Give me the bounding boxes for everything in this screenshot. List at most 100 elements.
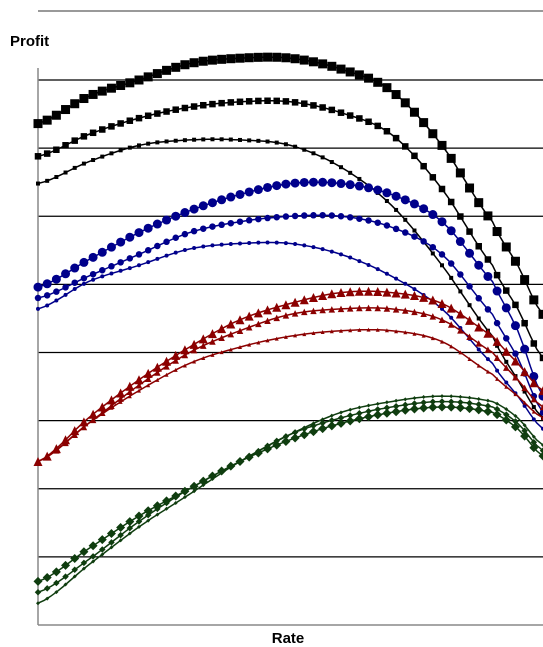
data-point [245,98,253,105]
data-point [308,177,318,187]
data-point [495,368,500,373]
data-point [364,183,374,193]
data-point [163,363,170,370]
data-point [394,398,399,403]
series-black-3 [36,137,543,420]
data-point [118,399,123,404]
data-point [143,72,153,82]
data-point [538,451,543,461]
data-point [255,215,262,223]
data-point [70,99,80,109]
data-point [438,251,446,258]
data-point [437,217,447,227]
data-point [106,83,116,93]
series-green-1 [33,402,543,586]
data-point [430,251,435,256]
data-point [88,541,98,551]
data-point [143,223,153,233]
data-point [391,288,401,298]
data-point [293,242,298,247]
data-point [438,185,446,193]
data-point [164,372,169,377]
data-point [310,307,317,315]
data-point [238,345,242,350]
data-point [512,374,519,381]
data-point [419,204,429,214]
data-point [180,60,190,70]
data-point [154,505,161,513]
series-green-2 [34,398,543,596]
data-point [217,195,227,205]
data-point [382,83,392,93]
data-point [492,286,502,296]
data-point [253,52,263,62]
data-point [346,214,354,221]
data-point [503,411,510,418]
data-point [467,356,472,361]
data-point [265,443,270,448]
data-point [409,107,419,117]
data-point [493,319,501,327]
data-point [474,198,484,208]
data-point [329,329,334,334]
y-axis-title: Profit [10,33,49,50]
data-point [255,320,262,328]
data-point [384,400,389,405]
data-point [504,380,509,385]
data-point [320,330,325,335]
data-point [63,170,68,175]
data-point [263,305,273,315]
data-point [100,154,105,159]
data-point [366,327,371,332]
data-point [530,340,538,347]
data-point [420,162,427,170]
data-point [345,416,355,426]
data-point [522,389,527,394]
data-point [356,215,363,222]
data-point [227,219,235,227]
data-point [328,306,336,313]
data-point [72,287,77,292]
data-point [108,123,115,130]
data-point [521,319,528,327]
data-point [106,395,116,405]
data-point [328,212,336,219]
data-point [310,212,317,219]
data-point [308,427,318,437]
data-point [91,559,96,564]
data-point [116,388,126,398]
data-point [155,140,160,145]
data-point [291,212,299,220]
data-point [302,243,307,248]
data-point [36,459,40,464]
data-point [402,307,409,314]
data-point [190,103,198,110]
data-point [492,410,502,420]
data-point [375,267,380,272]
data-point [320,417,325,422]
data-point [291,310,299,317]
data-point [521,384,528,392]
data-point [79,257,89,267]
data-point [45,596,50,601]
data-point [483,407,493,417]
data-point [34,153,42,160]
data-point [54,448,59,453]
data-point [539,447,543,454]
data-point [429,243,437,251]
data-point [449,315,454,320]
data-point [235,53,245,63]
data-point [144,375,152,383]
data-point [218,334,225,342]
data-point [43,150,51,157]
data-point [181,230,189,238]
data-point [327,289,337,299]
data-point [420,238,427,245]
data-point [190,346,198,354]
data-point [455,237,465,247]
data-point [485,357,490,362]
data-point [42,115,52,125]
data-point [301,212,308,219]
data-point [354,286,364,296]
data-point [348,407,353,412]
